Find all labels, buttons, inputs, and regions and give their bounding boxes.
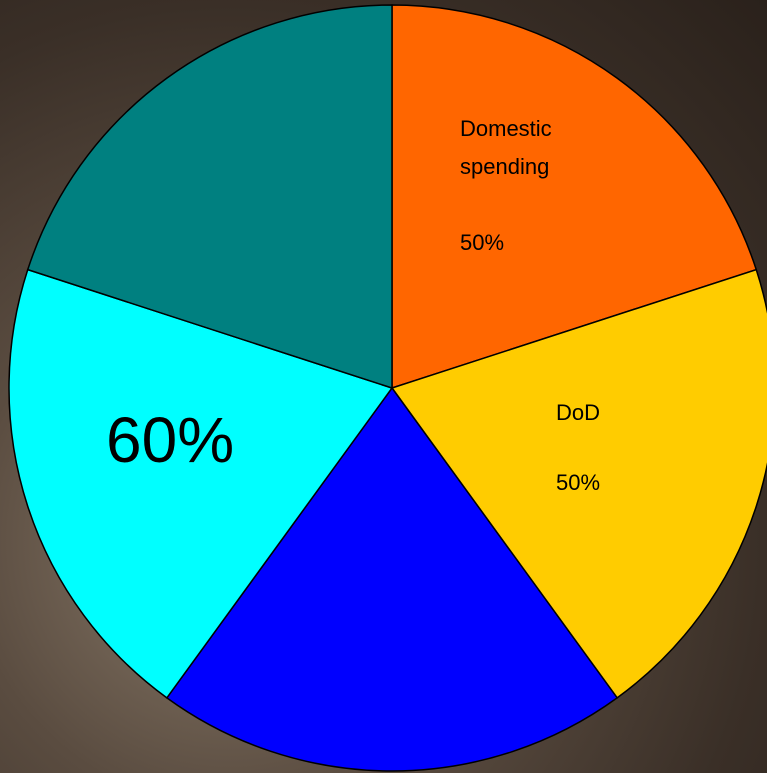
chart [0, 0, 767, 773]
annotation: 60% [106, 400, 234, 480]
annotation: 50% [556, 464, 600, 502]
annotation: 50% [460, 224, 504, 262]
annotation: Domestic spending [460, 110, 620, 186]
slide: Domestic spending 50% DoD 50% 60% [0, 0, 767, 773]
annotation: DoD [556, 394, 600, 432]
